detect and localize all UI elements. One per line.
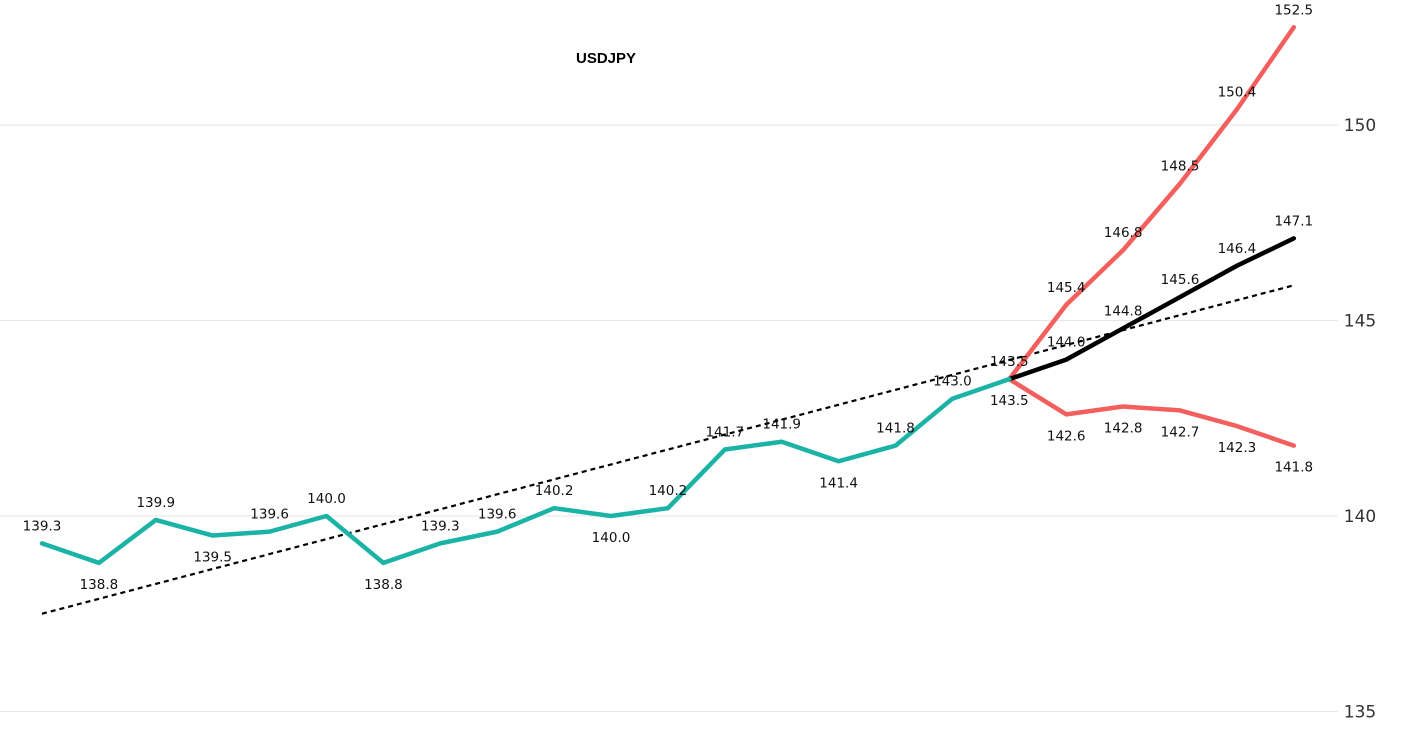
y-tick-label: 145 xyxy=(1344,312,1376,332)
history-data-label: 140.0 xyxy=(307,491,346,507)
upside-data-label: 145.4 xyxy=(1047,280,1086,296)
history-data-label: 139.6 xyxy=(250,507,289,523)
base-data-label: 145.6 xyxy=(1161,272,1200,288)
data-labels: 139.3 138.8 139.9 139.5 139.6 140.0 138.8 139.3… xyxy=(23,2,1313,593)
upside-scenario-line xyxy=(1007,25,1297,382)
upside-data-label: 146.8 xyxy=(1104,225,1143,241)
downside-scenario-line xyxy=(1007,376,1297,448)
downside-data-label: 141.8 xyxy=(1274,460,1313,476)
gridlines xyxy=(0,124,1338,712)
history-data-label: 140.2 xyxy=(535,483,574,499)
history-data-label: 139.3 xyxy=(421,518,460,534)
base-data-label: 146.4 xyxy=(1218,241,1257,257)
y-tick-label: 140 xyxy=(1344,507,1376,527)
history-data-label: 141.7 xyxy=(705,425,744,441)
history-data-label: 140.2 xyxy=(649,483,688,499)
downside-data-label: 142.8 xyxy=(1104,421,1143,437)
base-scenario-line xyxy=(1007,236,1297,382)
upside-data-label: 150.4 xyxy=(1218,84,1257,100)
history-data-label: 143.0 xyxy=(933,374,972,390)
history-data-label: 139.9 xyxy=(136,495,175,511)
upside-data-label: 143.5 xyxy=(990,354,1029,370)
downside-data-label: 142.7 xyxy=(1161,424,1200,440)
y-tick-label: 150 xyxy=(1344,116,1376,136)
history-line xyxy=(39,376,1012,566)
history-data-label: 141.9 xyxy=(762,417,801,433)
upside-data-label: 148.5 xyxy=(1161,159,1200,175)
history-data-label: 139.6 xyxy=(478,507,517,523)
y-tick-label: 135 xyxy=(1344,703,1376,723)
history-data-label: 139.5 xyxy=(193,550,232,566)
series-layer xyxy=(39,25,1297,566)
base-data-label: 144.8 xyxy=(1104,303,1143,319)
base-data-label: 147.1 xyxy=(1274,213,1313,229)
history-data-label: 140.0 xyxy=(592,530,631,546)
history-data-label: 143.5 xyxy=(990,393,1029,409)
base-data-label: 144.0 xyxy=(1047,335,1086,351)
upside-data-label: 152.5 xyxy=(1274,2,1313,18)
downside-data-label: 142.3 xyxy=(1218,440,1257,456)
y-axis: 135 140 145 150 xyxy=(1344,116,1376,723)
history-data-label: 141.8 xyxy=(876,421,915,437)
history-data-label: 139.3 xyxy=(23,518,62,534)
history-data-label: 138.8 xyxy=(364,577,403,593)
history-data-label: 141.4 xyxy=(819,475,858,491)
history-data-label: 138.8 xyxy=(80,577,119,593)
chart-title: USDJPY xyxy=(576,50,636,67)
downside-data-label: 142.6 xyxy=(1047,428,1086,444)
